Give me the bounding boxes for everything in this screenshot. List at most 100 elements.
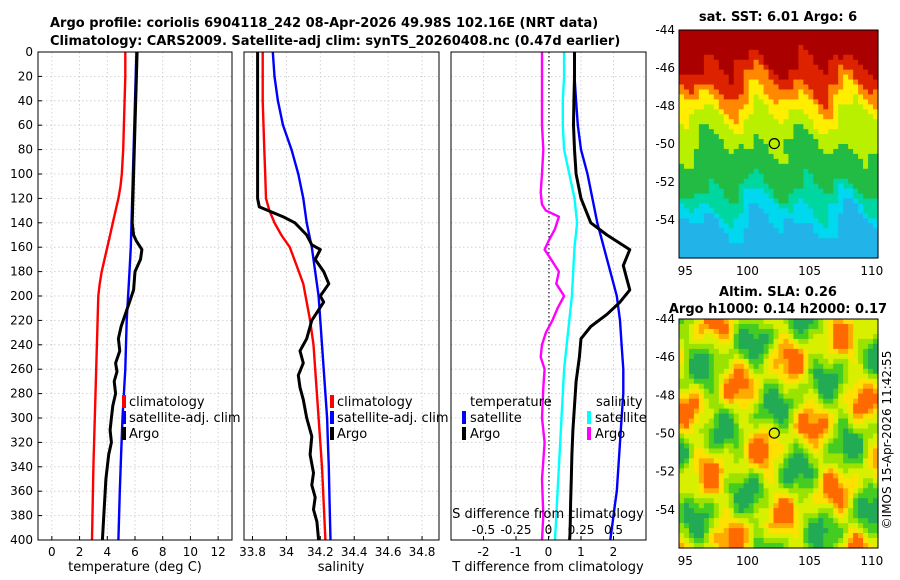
- map-cell: [763, 523, 770, 529]
- map-cell: [753, 69, 760, 76]
- map-cell: [773, 228, 780, 234]
- map-cell: [863, 253, 869, 259]
- map-cell: [708, 348, 715, 355]
- map-cell: [843, 99, 849, 105]
- map-cell: [773, 518, 780, 524]
- map-cell: [808, 463, 814, 469]
- map-cell: [803, 79, 809, 86]
- map-cell: [763, 468, 770, 474]
- map-cell: [718, 89, 725, 96]
- map-cell: [873, 418, 879, 425]
- map-cell: [778, 129, 785, 135]
- map-cell: [708, 124, 715, 130]
- map-cell: [788, 148, 795, 155]
- map-cell: [748, 94, 755, 100]
- map-cell: [753, 54, 760, 61]
- map-cell: [698, 203, 705, 210]
- map-cell: [863, 39, 869, 46]
- map-cell: [683, 448, 690, 455]
- map-cell: [848, 398, 854, 405]
- map-cell: [758, 513, 765, 519]
- map-cell: [793, 333, 799, 340]
- map-cell: [838, 74, 844, 81]
- map-cell: [863, 458, 869, 464]
- map-cell: [723, 124, 730, 130]
- map-cell: [848, 114, 854, 120]
- map-cell: [743, 44, 750, 51]
- map-cell: [868, 253, 874, 259]
- map-cell: [873, 333, 879, 340]
- map-cell: [738, 473, 745, 479]
- map-cell: [808, 173, 814, 180]
- map-cell: [868, 528, 874, 534]
- map-cell: [768, 353, 775, 360]
- map-cell: [708, 134, 715, 140]
- map-cell: [803, 203, 809, 210]
- map-cell: [808, 139, 814, 145]
- map-cell: [708, 89, 715, 96]
- map-cell: [683, 458, 690, 464]
- map-cell: [778, 144, 785, 150]
- map-cell: [863, 493, 869, 499]
- map-cell: [723, 223, 730, 229]
- map-cell: [738, 144, 745, 150]
- map-cell: [868, 483, 874, 489]
- map-cell: [778, 353, 785, 360]
- map-cell: [813, 84, 819, 91]
- map-cell: [723, 30, 730, 36]
- map-cell: [783, 543, 790, 549]
- map-cell: [743, 183, 750, 190]
- map-cell: [803, 248, 809, 254]
- map-cell: [773, 388, 780, 395]
- map-cell: [698, 168, 705, 175]
- map-cell: [773, 348, 780, 355]
- legend-label-argo: Argo: [337, 427, 367, 442]
- map-cell: [833, 153, 839, 160]
- map-cell: [773, 448, 780, 455]
- map-cell: [793, 443, 799, 450]
- map-cell: [813, 173, 819, 180]
- map-cell: [688, 408, 695, 415]
- map-cell: [813, 393, 819, 400]
- map-cell: [743, 448, 750, 455]
- map-cell: [748, 448, 755, 455]
- map-cell: [818, 178, 824, 185]
- map-cell: [743, 408, 750, 415]
- map-cell: [713, 203, 720, 210]
- map-cell: [738, 528, 745, 534]
- map-cell: [688, 183, 695, 190]
- map-cell: [808, 538, 814, 544]
- map-cell: [788, 343, 795, 350]
- map-cell: [848, 129, 854, 135]
- map-cell: [808, 79, 814, 86]
- map-cell: [708, 218, 715, 224]
- map-cell: [868, 368, 874, 375]
- map-cell: [823, 358, 829, 365]
- map-cell: [713, 473, 720, 479]
- map-cell: [713, 139, 720, 145]
- map-cell: [848, 358, 854, 365]
- map-cell: [718, 423, 725, 430]
- map-cell: [728, 393, 735, 400]
- map-cell: [873, 453, 879, 459]
- map-cell: [813, 253, 819, 259]
- map-cell: [838, 228, 844, 234]
- map-cell: [798, 173, 804, 180]
- map-cell: [693, 413, 700, 420]
- map-cell: [679, 158, 685, 165]
- map-cell: [748, 223, 755, 229]
- map-cell: [798, 253, 804, 259]
- map-cell: [703, 503, 710, 509]
- map-cell: [788, 403, 795, 410]
- map-cell: [738, 39, 745, 46]
- map-cell: [733, 119, 740, 125]
- map-cell: [803, 134, 809, 140]
- map-cell: [778, 84, 785, 91]
- map-cell: [698, 89, 705, 96]
- map-cell: [783, 178, 790, 185]
- map-cell: [783, 163, 790, 170]
- map-cell: [843, 513, 849, 519]
- map-cell: [828, 223, 834, 229]
- map-cell: [708, 64, 715, 71]
- map-cell: [738, 518, 745, 524]
